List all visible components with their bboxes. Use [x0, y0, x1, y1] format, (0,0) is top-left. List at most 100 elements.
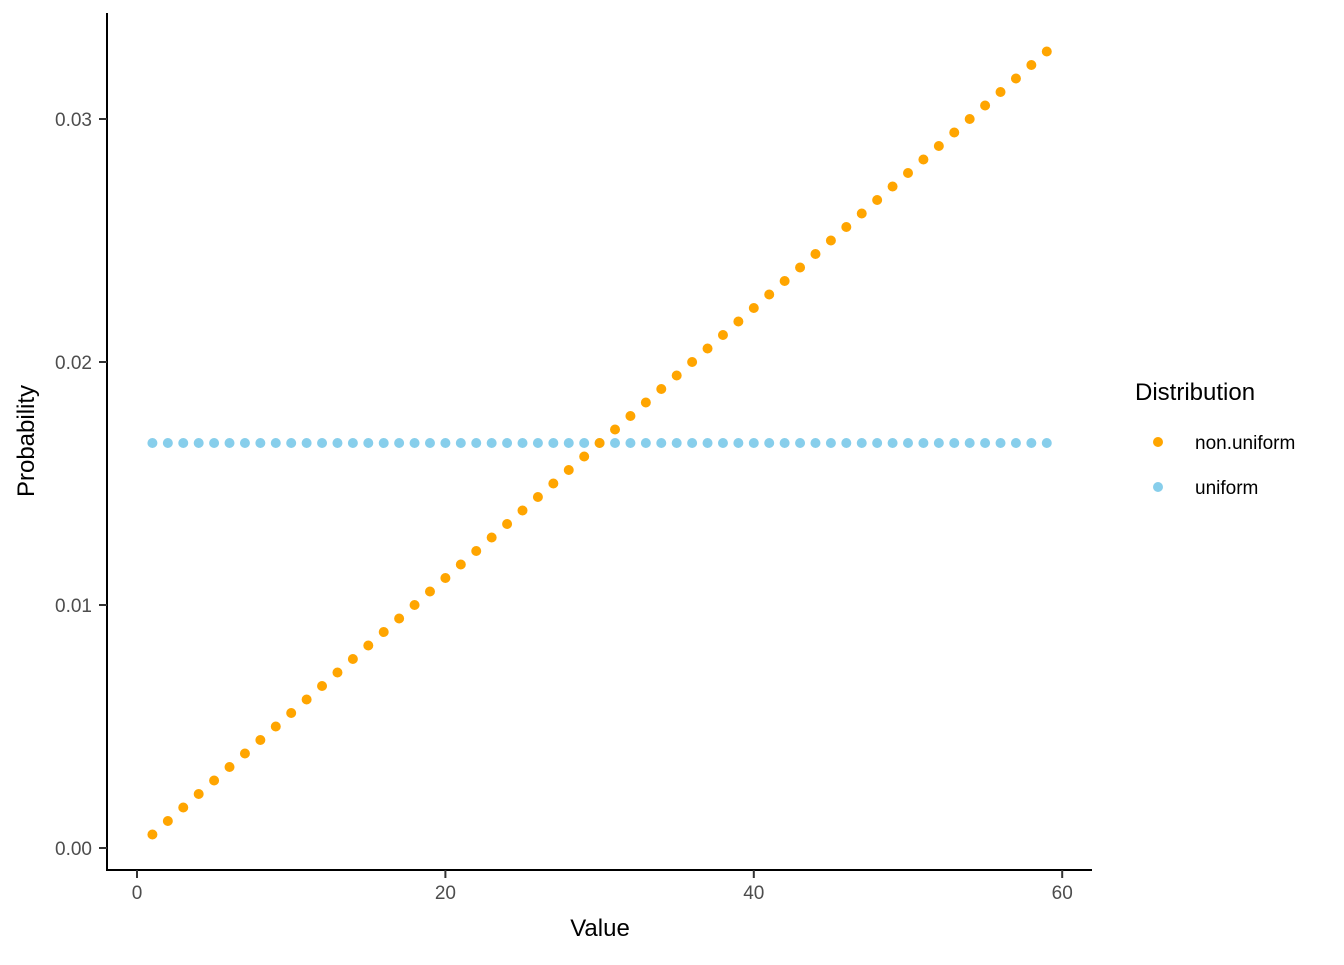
point-non.uniform — [409, 600, 420, 610]
point-uniform — [949, 437, 960, 448]
point-uniform — [532, 437, 543, 448]
x-tick-label: 20 — [435, 883, 456, 904]
point-non.uniform — [856, 208, 867, 219]
point-non.uniform — [687, 357, 698, 367]
point-uniform — [841, 437, 852, 448]
point-non.uniform — [317, 680, 328, 691]
point-non.uniform — [795, 262, 806, 273]
point-non.uniform — [579, 451, 590, 462]
x-axis-title: Value — [570, 915, 630, 942]
point-non.uniform — [1041, 46, 1052, 57]
point-uniform — [517, 437, 528, 448]
point-non.uniform — [270, 721, 281, 732]
point-non.uniform — [640, 397, 651, 408]
point-non.uniform — [224, 762, 235, 773]
point-uniform — [209, 437, 220, 448]
point-non.uniform — [841, 221, 852, 232]
point-uniform — [779, 437, 790, 448]
point-uniform — [394, 437, 405, 448]
point-non.uniform — [625, 410, 636, 421]
point-uniform — [610, 437, 621, 448]
point-non.uniform — [748, 303, 759, 314]
point-non.uniform — [825, 235, 836, 246]
point-non.uniform — [147, 829, 158, 840]
legend-key-uniform — [1153, 482, 1163, 492]
point-uniform — [656, 437, 667, 448]
point-uniform — [270, 437, 281, 448]
point-non.uniform — [610, 424, 621, 435]
x-tick-label: 60 — [1052, 883, 1073, 904]
y-tick-label: 0.00 — [55, 839, 92, 860]
x-axis-ticks: 0 20 40 60 — [132, 870, 1073, 904]
point-non.uniform — [918, 154, 929, 165]
point-uniform — [671, 437, 682, 448]
point-non.uniform — [995, 87, 1006, 98]
point-non.uniform — [563, 464, 574, 475]
point-non.uniform — [193, 789, 204, 800]
point-non.uniform — [178, 802, 189, 813]
point-uniform — [795, 437, 806, 448]
point-uniform — [933, 437, 944, 448]
point-non.uniform — [964, 114, 975, 124]
point-non.uniform — [440, 573, 451, 584]
point-uniform — [748, 437, 759, 448]
point-uniform — [255, 437, 266, 448]
point-non.uniform — [347, 653, 358, 664]
point-non.uniform — [455, 559, 466, 570]
point-uniform — [918, 437, 929, 448]
point-uniform — [733, 437, 744, 448]
point-non.uniform — [779, 276, 790, 287]
point-non.uniform — [378, 626, 389, 637]
point-uniform — [502, 437, 513, 448]
point-uniform — [995, 437, 1006, 448]
point-uniform — [363, 437, 374, 448]
point-uniform — [903, 437, 913, 448]
point-uniform — [625, 437, 636, 448]
legend-label-uniform: uniform — [1195, 478, 1258, 499]
point-uniform — [409, 437, 420, 448]
point-non.uniform — [548, 478, 559, 489]
point-uniform — [178, 437, 189, 448]
point-non.uniform — [286, 707, 297, 718]
point-non.uniform — [1026, 60, 1037, 71]
point-uniform — [332, 437, 343, 448]
point-non.uniform — [363, 640, 374, 651]
point-uniform — [317, 437, 328, 448]
point-uniform — [378, 437, 389, 448]
point-non.uniform — [872, 194, 883, 205]
point-uniform — [548, 437, 559, 448]
point-uniform — [640, 437, 651, 448]
point-non.uniform — [209, 775, 220, 786]
point-non.uniform — [424, 586, 435, 597]
point-non.uniform — [162, 816, 173, 827]
point-uniform — [301, 437, 312, 448]
point-uniform — [455, 437, 466, 448]
point-non.uniform — [255, 735, 266, 746]
point-non.uniform — [502, 519, 513, 530]
point-uniform — [1026, 437, 1037, 448]
point-non.uniform — [594, 437, 605, 448]
point-non.uniform — [239, 748, 250, 759]
point-uniform — [810, 437, 821, 448]
point-uniform — [193, 437, 204, 448]
point-uniform — [764, 437, 775, 448]
data-points — [147, 46, 1052, 840]
point-uniform — [825, 437, 836, 448]
point-uniform — [162, 437, 173, 448]
point-uniform — [579, 437, 590, 448]
point-non.uniform — [332, 667, 343, 678]
point-uniform — [887, 437, 898, 448]
legend-title: Distribution — [1135, 379, 1255, 406]
point-uniform — [486, 437, 497, 448]
point-non.uniform — [949, 127, 960, 138]
point-non.uniform — [733, 316, 744, 327]
y-tick-label: 0.03 — [55, 110, 92, 131]
point-non.uniform — [717, 330, 728, 341]
point-non.uniform — [1010, 73, 1021, 84]
point-non.uniform — [517, 505, 528, 516]
point-uniform — [347, 437, 358, 448]
point-non.uniform — [980, 100, 991, 111]
point-non.uniform — [810, 249, 821, 260]
point-non.uniform — [532, 492, 543, 503]
legend: non.uniform uniform — [1153, 433, 1295, 499]
